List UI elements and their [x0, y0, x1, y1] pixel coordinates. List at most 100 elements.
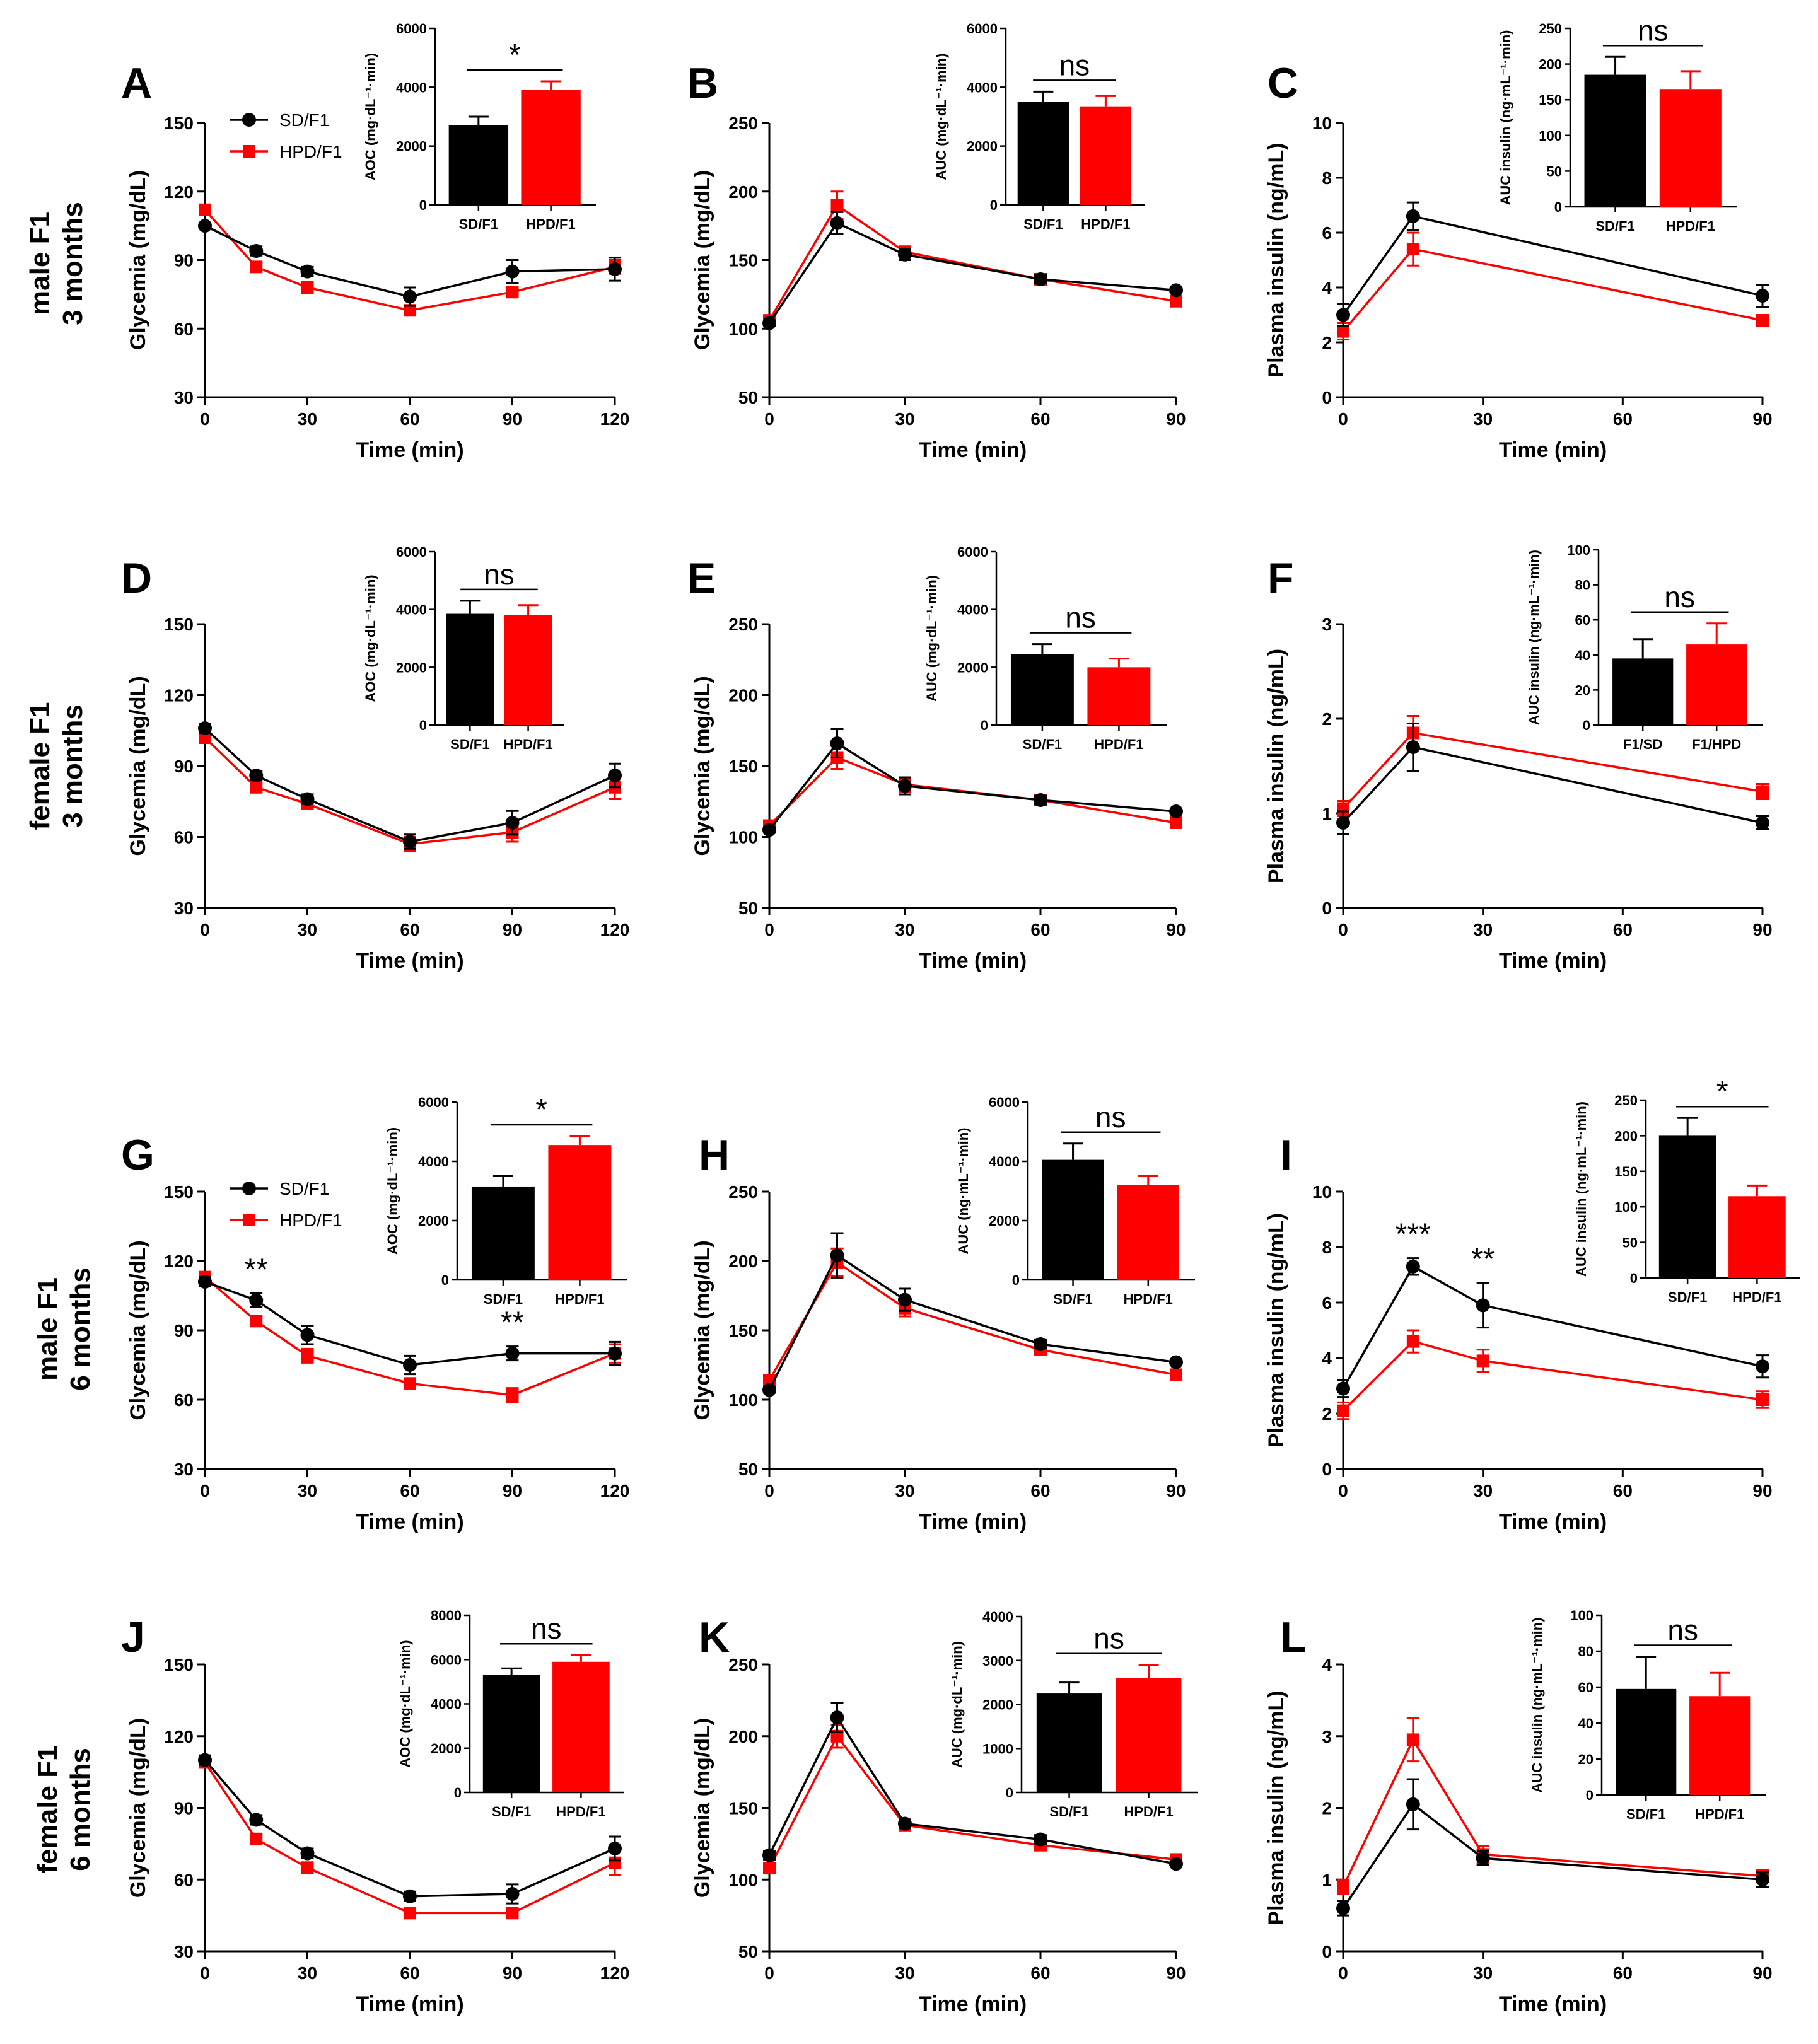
inset-category-label: HPD/F1: [1124, 1291, 1173, 1307]
x-axis-title: Time (min): [919, 1992, 1027, 2016]
x-tick-label: 30: [895, 1963, 914, 1983]
data-point-sd: [198, 1753, 212, 1767]
data-point-hpd: [506, 1907, 519, 1920]
data-point-sd: [1756, 289, 1769, 303]
y-tick-label: 0: [1322, 1942, 1332, 1961]
y-axis-title: Glycemia (mg/dL): [126, 1240, 150, 1420]
y-axis-title: Glycemia (mg/dL): [126, 676, 150, 856]
inset-category-label: HPD/F1: [1094, 736, 1143, 752]
inset-bar-hpd: [504, 615, 552, 725]
inset-e: 0 2000 4000 6000 AUC (mg·dL⁻¹·min) SD/F1 HPD/F…: [924, 544, 1167, 752]
inset-category-label: SD/F1: [492, 1804, 531, 1820]
x-tick-label: 90: [1166, 409, 1186, 429]
x-tick-label: 0: [1338, 920, 1348, 939]
y-tick-label: 150: [728, 1321, 758, 1340]
data-point-sd: [403, 1358, 417, 1372]
y-axis-title: Plasma insulin (ng/mL): [1264, 649, 1288, 883]
panel-b: B 50 100 150 200 250 0 30 60 90 Time (min) Glycemia…: [687, 59, 1186, 462]
x-axis-title: Time (min): [1499, 1510, 1607, 1534]
data-point-hpd: [1756, 1393, 1769, 1406]
inset-bar-sd: [1612, 658, 1674, 725]
series-line-hpd: [768, 1734, 1177, 1869]
inset-y-tick-label: 4000: [396, 79, 427, 95]
inset-y-tick-label: 40: [1575, 647, 1590, 663]
y-tick-label: 250: [728, 1182, 758, 1202]
x-tick-label: 60: [400, 1963, 419, 1983]
x-tick-label: 0: [200, 1963, 210, 1983]
inset-y-tick-label: 6000: [967, 21, 998, 37]
panel-letter: K: [699, 1613, 730, 1661]
inset-y-axis-title: AUC (mg·dL⁻¹·min): [933, 53, 949, 180]
y-tick-label: 250: [728, 615, 758, 634]
x-tick-label: 0: [764, 1481, 774, 1501]
inset-category-label: HPD/F1: [1695, 1806, 1744, 1822]
inset-y-tick-label: 2000: [982, 1697, 1013, 1713]
row-label: female F1 6 months: [32, 1746, 96, 1874]
x-tick-label: 120: [600, 920, 630, 939]
inset-y-tick-label: 80: [1575, 578, 1590, 593]
data-point-sd: [830, 736, 844, 750]
inset-bar-sd: [1042, 1159, 1104, 1280]
x-tick-label: 90: [503, 920, 522, 939]
series-line-hpd: [204, 209, 615, 312]
inset-y-tick-label: 100: [1614, 1199, 1638, 1215]
panel-a: A 30 60 90 120 150 0 30 60 90 120 Time (min) Glycemi…: [121, 59, 629, 462]
row-label-line1: male F1: [25, 212, 55, 315]
data-point-hpd: [506, 1388, 519, 1402]
inset-y-tick-label: 0: [454, 1785, 462, 1801]
x-tick-label: 90: [1166, 920, 1186, 939]
data-point-hpd: [1406, 1335, 1419, 1348]
data-point-sd: [1406, 209, 1420, 223]
y-tick-label: 60: [174, 319, 194, 339]
y-tick-label: 8: [1322, 1238, 1332, 1257]
data-point-sd: [608, 769, 622, 782]
inset-k: 0 1000 2000 3000 4000 AUC (mg·dL⁻¹·min) SD/F1 H…: [949, 1609, 1198, 1820]
inset-y-tick-label: 250: [1539, 21, 1562, 37]
inset-y-axis-title: AOC (mg·dL⁻¹·min): [363, 53, 378, 180]
inset-y-tick-label: 6000: [418, 1095, 449, 1110]
inset-b: 0 2000 4000 6000 AUC (mg·dL⁻¹·min) SD/F1 HPD/F…: [933, 21, 1145, 232]
y-tick-label: 100: [728, 1870, 758, 1890]
inset-y-tick-label: 4000: [396, 602, 427, 618]
x-tick-label: 60: [1613, 920, 1633, 939]
inset-h: 0 2000 4000 6000 AUC (ng·mL⁻¹·min) SD/F1 HPD/F…: [955, 1095, 1195, 1307]
legend-label: SD/F1: [279, 1179, 329, 1199]
inset-y-tick-label: 150: [1539, 92, 1562, 108]
data-point-hpd: [1337, 325, 1349, 338]
data-point-sd: [1336, 1901, 1350, 1915]
y-tick-label: 4: [1322, 1349, 1332, 1368]
inset-y-tick-label: 6000: [396, 544, 427, 560]
inset-bar-hpd: [1080, 106, 1132, 205]
y-tick-label: 0: [1322, 898, 1332, 918]
series-line-hpd: [204, 1762, 615, 1915]
x-tick-label: 0: [200, 409, 210, 429]
series-line-hpd: [204, 736, 615, 845]
panel-j: J 30 60 90 120 150 0 30 60 90 120 Time (min) Glycemi…: [121, 1613, 629, 2016]
y-tick-label: 120: [164, 182, 194, 202]
significance-marker: ***: [1396, 1218, 1431, 1251]
data-point-hpd: [250, 1832, 263, 1845]
data-point-sd: [403, 289, 417, 304]
inset-bar-hpd: [1117, 1185, 1179, 1280]
y-tick-label: 150: [728, 251, 758, 270]
x-tick-label: 90: [1166, 1963, 1186, 1983]
y-tick-label: 150: [728, 757, 758, 776]
x-tick-label: 0: [764, 409, 774, 429]
y-tick-label: 200: [728, 686, 758, 706]
panel-e: E 50 100 150 200 250 0 30 60 90 Time (min) Glycemia…: [687, 554, 1186, 973]
x-tick-label: 30: [1473, 409, 1493, 429]
y-tick-label: 150: [164, 615, 194, 634]
inset-bar-sd: [1036, 1693, 1102, 1792]
data-point-hpd: [404, 304, 416, 317]
inset-y-tick-label: 100: [1539, 128, 1562, 144]
data-point-sd: [898, 1816, 912, 1831]
series-line-sd: [768, 221, 1177, 324]
inset-y-tick-label: 20: [1578, 1751, 1594, 1767]
inset-y-tick-label: 60: [1575, 612, 1590, 628]
inset-category-label: SD/F1: [1668, 1289, 1707, 1305]
inset-y-axis-title: AOC (mg·dL⁻¹·min): [363, 574, 378, 702]
data-point-sd: [249, 1293, 264, 1308]
inset-category-label: SD/F1: [459, 216, 498, 232]
